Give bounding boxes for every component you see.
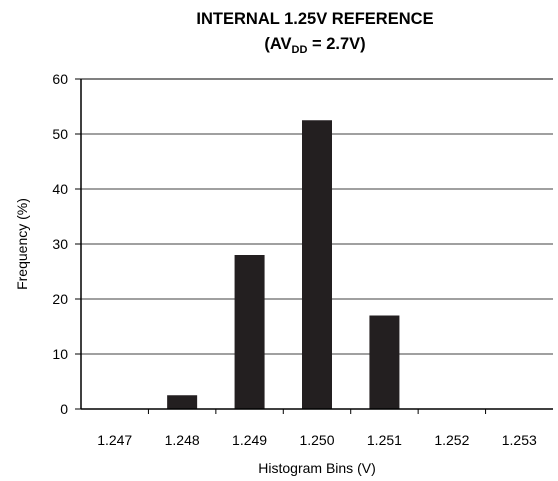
x-tick-label-1.250: 1.250 <box>299 432 334 448</box>
tick-labels: 0 10 20 30 40 50 60 1.247 1.248 1.249 1.250 1.251 1.… <box>52 71 537 448</box>
y-tick-label-50: 50 <box>52 126 68 142</box>
axes <box>75 78 553 414</box>
x-tick-label-1.249: 1.249 <box>232 432 267 448</box>
bar-1.251 <box>369 315 400 409</box>
x-tick-label-1.248: 1.248 <box>165 432 200 448</box>
x-tick-label-1.252: 1.252 <box>434 432 469 448</box>
x-tick-label-1.251: 1.251 <box>367 432 402 448</box>
y-tick-label-0: 0 <box>60 401 68 417</box>
x-tick-label-1.247: 1.247 <box>97 432 132 448</box>
chart-title-line2: (AVDD = 2.7V) <box>80 35 550 56</box>
y-tick-label-10: 10 <box>52 346 68 362</box>
title-suffix: = 2.7V) <box>307 35 366 53</box>
y-tick-label-40: 40 <box>52 181 68 197</box>
bars <box>167 120 400 409</box>
y-axis-title: Frequency (%) <box>14 198 30 290</box>
y-tick-label-60: 60 <box>52 71 68 87</box>
title-prefix: (AV <box>264 35 292 53</box>
x-tick-label-1.253: 1.253 <box>502 432 537 448</box>
bar-1.250 <box>302 120 332 409</box>
x-axis-title: Histogram Bins (V) <box>258 460 375 476</box>
y-tick-label-30: 30 <box>52 236 68 252</box>
bar-1.248 <box>167 395 198 409</box>
chart-title-line1: INTERNAL 1.25V REFERENCE <box>196 10 434 28</box>
bar-1.249 <box>234 255 265 409</box>
title-subscript: DD <box>291 44 308 56</box>
y-tick-label-20: 20 <box>52 291 68 307</box>
